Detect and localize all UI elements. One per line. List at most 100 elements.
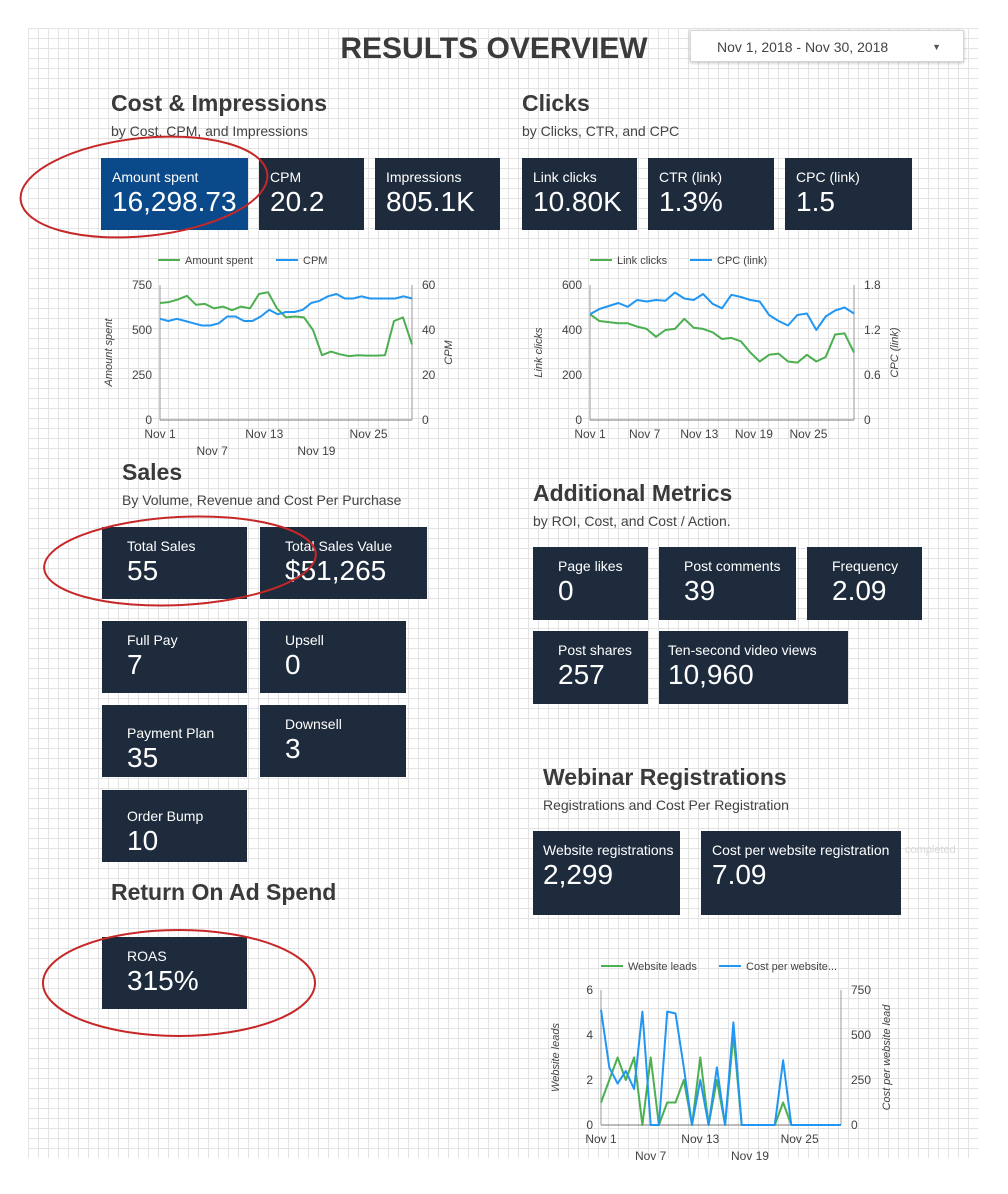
y-tick-label-right: 60 (422, 278, 436, 292)
x-tick-label: Nov 1 (144, 427, 176, 441)
x-tick-label: Nov 7 (635, 1149, 667, 1163)
ctr-card[interactable]: CTR (link) 1.3% (648, 158, 774, 230)
card-label: Ten-second video views (668, 642, 817, 658)
card-label: Link clicks (533, 169, 597, 185)
y-tick-label: 0 (586, 1118, 593, 1132)
card-label: Total Sales Value (285, 538, 393, 554)
card-value: 1.3% (659, 186, 723, 217)
card-label: CTR (link) (659, 169, 722, 185)
downsell-card[interactable]: Downsell 3 (260, 705, 406, 777)
frequency-card[interactable]: Frequency 2.09 (807, 547, 922, 620)
amount-spent-card[interactable]: Amount spent 16,298.73 (101, 158, 248, 230)
x-tick-label: Nov 19 (731, 1149, 769, 1163)
card-label: Cost per website registration (712, 842, 890, 858)
card-value: 55 (127, 555, 159, 586)
card-label: Downsell (285, 716, 342, 732)
card-label: Post shares (558, 642, 632, 658)
x-tick-label: Nov 1 (574, 427, 606, 441)
y-axis-title-right: Cost per website lead (881, 1004, 893, 1111)
y-tick-label: 400 (562, 323, 582, 337)
series-line (159, 291, 413, 358)
total-sales-value-card[interactable]: Total Sales Value $51,265 (260, 527, 427, 599)
ten-second-video-views-card[interactable]: Ten-second video views 10,960 (659, 631, 848, 704)
y-tick-label: 2 (586, 1073, 593, 1087)
x-tick-label: Nov 7 (629, 427, 661, 441)
series-line (589, 291, 855, 331)
series-line (600, 1034, 841, 1126)
website-registrations-card[interactable]: Website registrations 2,299 (533, 831, 680, 915)
card-label: ROAS (127, 948, 167, 964)
y-tick-label-right: 250 (851, 1073, 871, 1087)
card-value: 0 (285, 649, 301, 680)
legend-label: CPM (303, 255, 327, 267)
card-label: Upsell (285, 632, 324, 648)
x-tick-label: Nov 13 (681, 1132, 719, 1146)
card-label: Impressions (386, 169, 462, 185)
legend-label: Website leads (628, 961, 697, 973)
y-tick-label: 0 (145, 413, 152, 427)
card-label: Website registrations (543, 842, 674, 858)
card-label: CPM (270, 169, 302, 185)
y-tick-label: 200 (562, 368, 582, 382)
date-range-picker[interactable]: Nov 1, 2018 - Nov 30, 2018 ▼ (690, 30, 964, 62)
card-label: Page likes (558, 558, 623, 574)
upsell-card[interactable]: Upsell 0 (260, 621, 406, 693)
post-shares-card[interactable]: Post shares 257 (533, 631, 648, 704)
page-title: RESULTS OVERVIEW (340, 32, 648, 65)
series-line (600, 1009, 841, 1126)
y-tick-label: 4 (586, 1028, 593, 1042)
webinar-registrations-title: Webinar Registrations (543, 764, 787, 790)
legend-label: Amount spent (185, 255, 253, 267)
impressions-card[interactable]: Impressions 805.1K (375, 158, 500, 230)
order-bump-card[interactable]: Order Bump 10 (102, 790, 247, 862)
x-tick-label: Nov 13 (245, 427, 283, 441)
card-label: Post comments (684, 558, 781, 574)
link-clicks-card[interactable]: Link clicks 10.80K (522, 158, 637, 230)
x-tick-label: Nov 25 (789, 427, 827, 441)
sales-title: Sales (122, 459, 183, 485)
clicks-title: Clicks (522, 90, 590, 116)
full-pay-card[interactable]: Full Pay 7 (102, 621, 247, 693)
payment-plan-card[interactable]: Payment Plan 35 (102, 705, 247, 777)
page-likes-card[interactable]: Page likes 0 (533, 547, 648, 620)
y-tick-label-right: 750 (851, 983, 871, 997)
card-value: $51,265 (285, 555, 387, 586)
x-tick-label: Nov 25 (781, 1132, 819, 1146)
card-label: Order Bump (127, 808, 204, 824)
legend-label: CPC (link) (717, 255, 767, 267)
x-tick-label: Nov 13 (680, 427, 718, 441)
card-value: 10 (127, 825, 159, 856)
card-label: Payment Plan (127, 725, 215, 741)
total-sales-card[interactable]: Total Sales 55 (102, 527, 247, 599)
y-tick-label-right: 1.2 (864, 323, 881, 337)
faded-status-text: completed (905, 844, 956, 856)
card-label: Total Sales (127, 538, 196, 554)
card-value: 20.2 (270, 186, 325, 217)
x-tick-label: Nov 19 (297, 444, 335, 458)
roas-title: Return On Ad Spend (111, 879, 337, 905)
additional-metrics-title: Additional Metrics (533, 480, 733, 506)
roas-card[interactable]: ROAS 315% (102, 937, 247, 1009)
y-tick-label: 0 (575, 413, 582, 427)
y-tick-label-right: 0 (864, 413, 871, 427)
webinar-registrations-subtitle: Registrations and Cost Per Registration (543, 797, 789, 813)
cpc-card[interactable]: CPC (link) 1.5 (785, 158, 912, 230)
cpm-card[interactable]: CPM 20.2 (259, 158, 364, 230)
card-value: 2,299 (543, 859, 614, 890)
y-tick-label-right: 500 (851, 1028, 871, 1042)
y-tick-label-right: 0 (422, 413, 429, 427)
x-tick-label: Nov 25 (350, 427, 388, 441)
y-tick-label-right: 40 (422, 323, 436, 337)
y-tick-label-right: 1.8 (864, 278, 881, 292)
cost-per-website-registration-card[interactable]: Cost per website registration 7.09 (701, 831, 901, 915)
link-clicks-cpc-chart: 0 200 400 600 0 0.6 1.2 1.8 Link clicks CPC (link… (533, 255, 901, 441)
y-tick-label-right: 0 (851, 1118, 858, 1132)
card-value: 35 (127, 742, 159, 773)
series-line (589, 313, 855, 364)
y-tick-label-right: 20 (422, 368, 436, 382)
post-comments-card[interactable]: Post comments 39 (659, 547, 796, 620)
y-axis-title-right: CPC (link) (889, 327, 901, 377)
card-label: Amount spent (112, 169, 199, 185)
y-axis-title: Amount spent (103, 318, 115, 388)
y-tick-label: 250 (132, 368, 152, 382)
